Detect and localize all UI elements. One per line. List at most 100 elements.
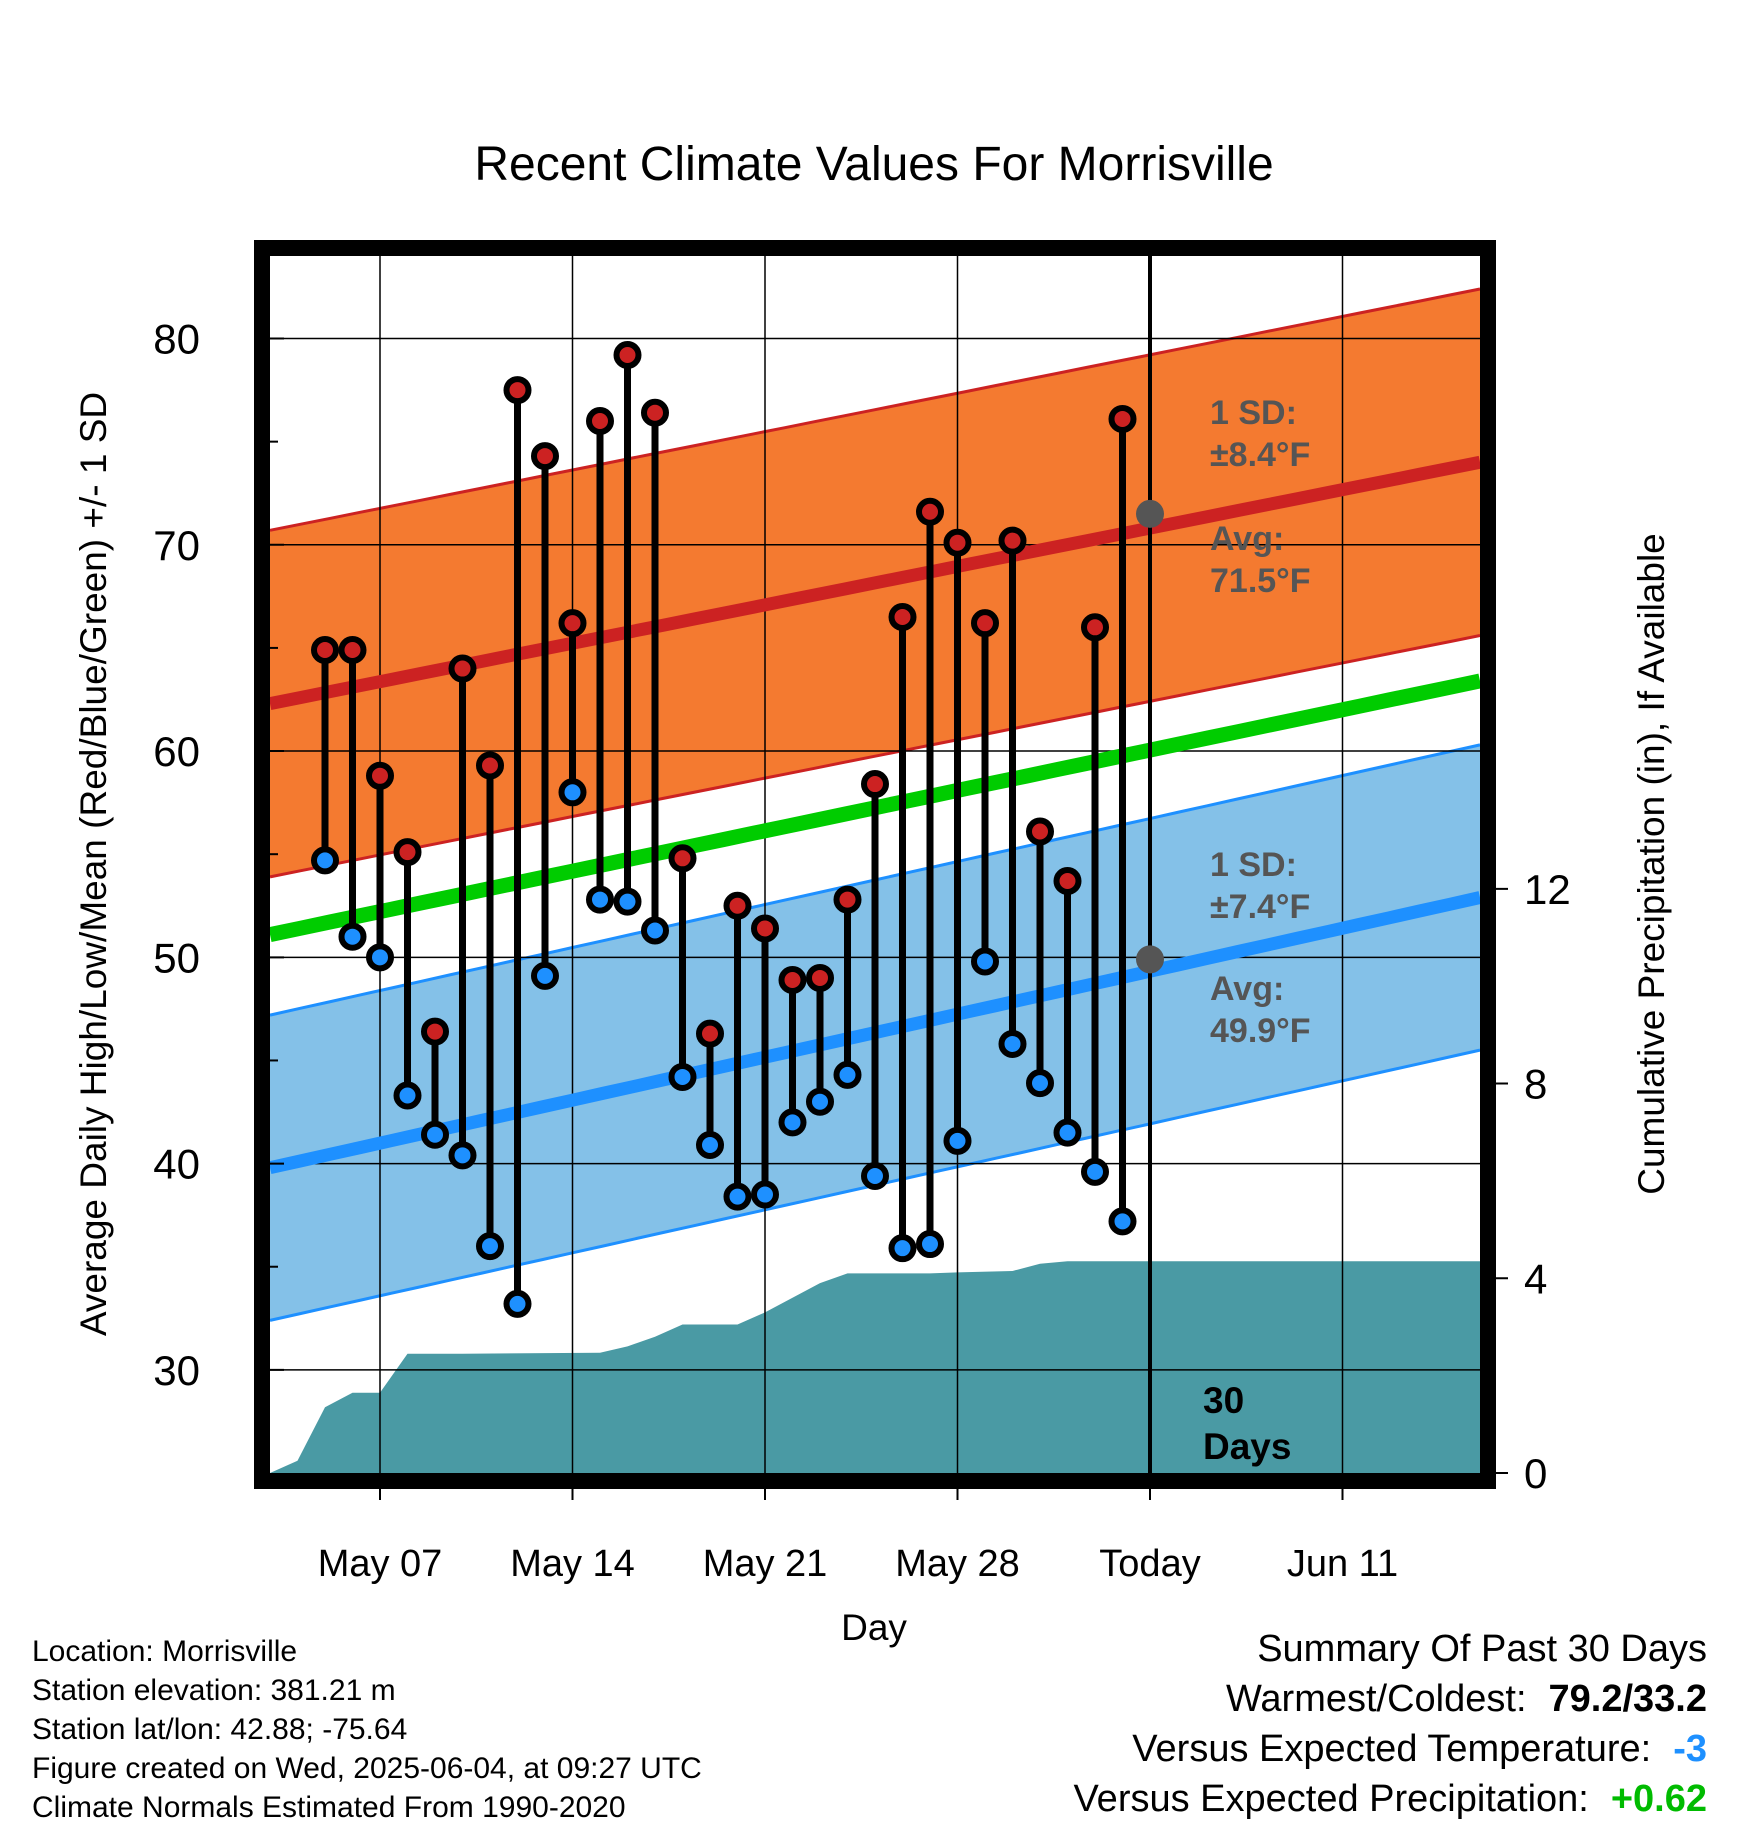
low-sd-label: 1 SD:: [1210, 846, 1297, 884]
high-avg-label: Avg:: [1210, 520, 1284, 558]
daily-high-point: [641, 398, 669, 427]
daily-high-point: [971, 609, 999, 638]
daily-low-point: [338, 922, 367, 951]
daily-high-point: [421, 1017, 449, 1046]
created-text: Figure created on Wed, 2025-06-04, at 09…: [32, 1752, 702, 1785]
daily-high-point: [861, 770, 889, 799]
daily-low-point: [1026, 1069, 1054, 1098]
y-tick-label-left: 30: [153, 1347, 200, 1394]
daily-low-point: [393, 1081, 422, 1110]
daily-low-point: [778, 1108, 807, 1137]
precip-cumulative-area: [270, 1261, 1480, 1473]
daily-low-point: [311, 846, 339, 875]
low-avg-label: Avg:: [1210, 970, 1284, 1008]
daily-low-point: [476, 1232, 504, 1261]
daily-low-point: [586, 885, 614, 914]
daily-high-point: [476, 751, 504, 780]
daily-high-point: [916, 497, 944, 526]
y-tick-label-left: 80: [153, 316, 200, 363]
temp-value: -3: [1673, 1728, 1707, 1770]
daily-low-point: [448, 1141, 477, 1170]
daily-high-point: [338, 635, 367, 664]
daily-high-point: [696, 1019, 724, 1048]
daily-high-point: [888, 602, 917, 631]
daily-low-point: [1053, 1118, 1082, 1147]
location-text: Location: Morrisville: [32, 1635, 298, 1668]
daily-high-point: [393, 838, 422, 867]
y-tick-label-left: 60: [153, 728, 200, 775]
daily-high-point: [751, 914, 779, 943]
elevation-text: Station elevation: 381.21 m: [32, 1674, 396, 1707]
x-tick-label: Jun 11: [1287, 1543, 1398, 1585]
summary-precipitation: Versus Expected Precipitation: +0.62: [1073, 1774, 1707, 1824]
daily-low-point: [861, 1161, 889, 1190]
summary-warm-cold: Warmest/Coldest: 79.2/33.2: [1073, 1674, 1707, 1724]
daily-high-point: [1081, 613, 1109, 642]
daily-low-point: [751, 1180, 779, 1209]
x-tick-label: Today: [1099, 1543, 1200, 1585]
axes: 30 40 50 60 70 80 0 4 8 12 May 07 May 14 May 21 May 2…: [153, 316, 1570, 1585]
daily-low-point: [806, 1087, 834, 1116]
daily-high-point: [943, 528, 972, 557]
x-axis-title: Day: [841, 1607, 907, 1648]
daily-low-point: [558, 778, 587, 807]
daily-high-point: [998, 526, 1027, 555]
daily-high-point: [806, 963, 834, 992]
daily-low-point: [998, 1029, 1027, 1058]
daily-high-point: [448, 654, 477, 683]
daily-high-point: [613, 341, 642, 370]
summary-title: Summary Of Past 30 Days: [1257, 1628, 1707, 1670]
x-tick-label: May 28: [895, 1543, 1020, 1585]
y-tick-label-left: 50: [153, 934, 200, 981]
y-tick-label-left: 40: [153, 1141, 200, 1188]
days-number: 30: [1203, 1380, 1244, 1421]
warm-cold-label: Warmest/Coldest:: [1225, 1678, 1527, 1720]
y-tick-label-right: 12: [1524, 866, 1571, 913]
high-sd-lower-edge: [269, 634, 1481, 879]
daily-high-point: [1108, 404, 1137, 433]
daily-high-point: [668, 844, 697, 873]
temp-label: Versus Expected Temperature:: [1132, 1728, 1652, 1770]
high-avg-value: 71.5°F: [1210, 562, 1311, 600]
daily-range-stems: [321, 355, 1126, 1304]
plot-frame: [254, 240, 1496, 1489]
daily-low-point: [1108, 1207, 1137, 1236]
daily-low-point: [613, 887, 642, 916]
daily-high-point: [366, 761, 394, 790]
daily-high-point: [586, 407, 614, 436]
daily-high-point: [311, 635, 339, 664]
normals-text: Climate Normals Estimated From 1990-2020: [32, 1791, 626, 1824]
daily-high-point: [531, 442, 559, 471]
y-tick-label-right: 8: [1524, 1061, 1547, 1108]
daily-low-point: [641, 916, 669, 945]
high-sd-value: ±8.4°F: [1210, 436, 1310, 474]
precip-area: [270, 1261, 1480, 1473]
high-sd-label: 1 SD:: [1210, 394, 1297, 432]
x-tick-label: May 21: [703, 1543, 828, 1585]
high-sd-upper-edge: [269, 287, 1481, 532]
today-high-avg-marker: [1136, 499, 1164, 528]
precip-value: +0.62: [1610, 1778, 1707, 1820]
chart-title: Recent Climate Values For Morrisville: [474, 138, 1273, 191]
low-sd-value: ±7.4°F: [1210, 888, 1310, 926]
x-tick-label: May 07: [318, 1543, 443, 1585]
annotations: 1 SD: ±8.4°F Avg: 71.5°F 1 SD: ±7.4°F Av…: [1203, 394, 1311, 1467]
latlon-text: Station lat/lon: 42.88; -75.64: [32, 1713, 408, 1746]
daily-low-point: [1081, 1157, 1109, 1186]
x-tick-label: May 14: [510, 1543, 635, 1585]
y-tick-label-left: 70: [153, 522, 200, 569]
daily-low-point: [696, 1131, 724, 1160]
daily-high-point: [833, 885, 862, 914]
daily-low-point: [366, 943, 394, 972]
daily-high-point: [723, 891, 752, 920]
daily-high-point: [778, 966, 807, 995]
daily-low-point: [531, 961, 559, 990]
daily-high-point: [503, 376, 532, 405]
y-axis-right-title: Cumulative Precipitation (in), If Availa…: [1631, 533, 1672, 1195]
precip-label: Versus Expected Precipitation:: [1073, 1778, 1589, 1820]
y-axis-left-title: Average Daily High/Low/Mean (Red/Blue/Gr…: [73, 392, 114, 1336]
daily-low-point: [943, 1126, 972, 1155]
daily-high-point: [1053, 867, 1082, 896]
summary-panel: Summary Of Past 30 Days Warmest/Coldest:…: [1073, 1624, 1707, 1824]
daily-low-point: [503, 1289, 532, 1318]
